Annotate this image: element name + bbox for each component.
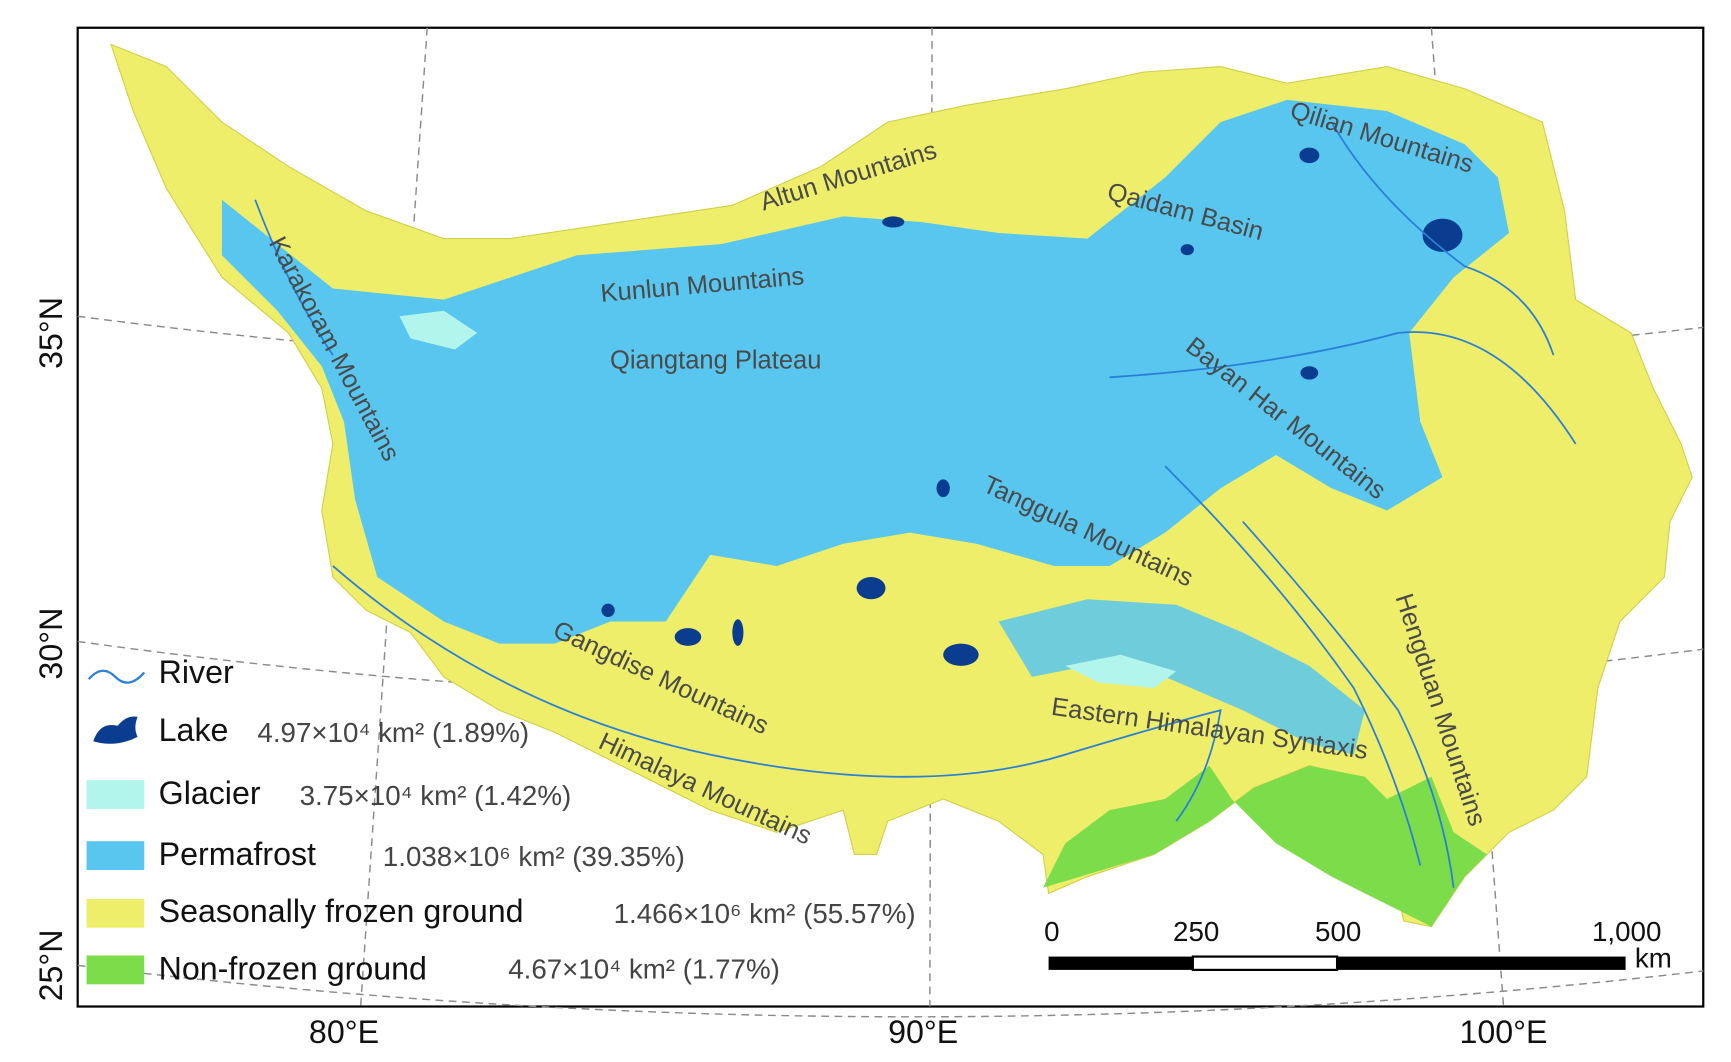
- scale-bar: 0 250 500 1,000 km: [1044, 916, 1672, 974]
- river: [332, 565, 1222, 822]
- glacier-area: [1065, 654, 1177, 689]
- legend-label: Non-frozen ground: [159, 951, 427, 987]
- legend-label: Seasonally frozen ground: [159, 893, 524, 929]
- legend-swatch: [86, 955, 145, 985]
- lake: [732, 619, 744, 646]
- graticule-line: [359, 27, 428, 1007]
- rivers: [254, 121, 1577, 888]
- lake: [1300, 366, 1319, 380]
- scale-segment: [1191, 955, 1339, 972]
- river: [1109, 331, 1577, 445]
- legend-area: 4.97×10⁴ km² (1.89%): [257, 717, 529, 748]
- lake: [1180, 244, 1194, 256]
- scale-label: 500: [1315, 916, 1361, 947]
- permafrost-area: [998, 599, 1365, 755]
- legend-swatch: [86, 898, 145, 928]
- river: [1242, 520, 1455, 888]
- legend-label: River: [159, 654, 234, 690]
- legend-swatch: [86, 780, 145, 809]
- scale-segment: [1048, 956, 1193, 970]
- longitude-label: 100°E: [1460, 1014, 1548, 1050]
- legend-label: Glacier: [159, 775, 261, 811]
- lakes: [601, 147, 1463, 666]
- river: [1164, 465, 1422, 866]
- longitude-label: 90°E: [888, 1014, 958, 1050]
- lake: [936, 479, 950, 498]
- glacier-area: [399, 310, 478, 350]
- scale-label: 1,000: [1592, 916, 1661, 947]
- legend-swatch: [93, 716, 138, 744]
- scale-unit: km: [1635, 943, 1672, 974]
- legend-area: 1.466×10⁶ km² (55.57%): [614, 898, 916, 929]
- graticule-line: [77, 964, 1704, 1018]
- region-label: Qiangtang Plateau: [610, 347, 821, 375]
- legend: River Lake 4.97×10⁴ km² (1.89%) Glacier …: [86, 654, 916, 987]
- non-frozen-area: [1043, 765, 1487, 927]
- longitude-label: 80°E: [309, 1014, 379, 1050]
- lake: [674, 628, 702, 646]
- scale-label: 0: [1044, 916, 1059, 947]
- lake: [601, 603, 615, 618]
- scale-segment: [1337, 956, 1626, 970]
- legend-swatch: [86, 841, 145, 871]
- legend-label: Lake: [159, 712, 229, 748]
- legend-area: 3.75×10⁴ km² (1.42%): [300, 780, 572, 811]
- legend-area: 1.038×10⁶ km² (39.35%): [383, 841, 685, 872]
- lake: [943, 643, 979, 666]
- lake: [1422, 218, 1463, 252]
- river: [254, 199, 334, 356]
- scale-label: 250: [1173, 916, 1219, 947]
- lake: [856, 577, 886, 600]
- permafrost-area: [221, 99, 1510, 644]
- latitude-label: 30°N: [33, 608, 69, 680]
- legend-swatch: [87, 669, 146, 684]
- latitude-label: 35°N: [33, 297, 69, 369]
- legend-area: 4.67×10⁴ km² (1.77%): [508, 953, 780, 984]
- legend-label: Permafrost: [159, 836, 316, 872]
- lake: [882, 216, 905, 228]
- river: [1330, 121, 1555, 356]
- latitude-label: 25°N: [33, 930, 69, 1002]
- lake: [1299, 147, 1320, 164]
